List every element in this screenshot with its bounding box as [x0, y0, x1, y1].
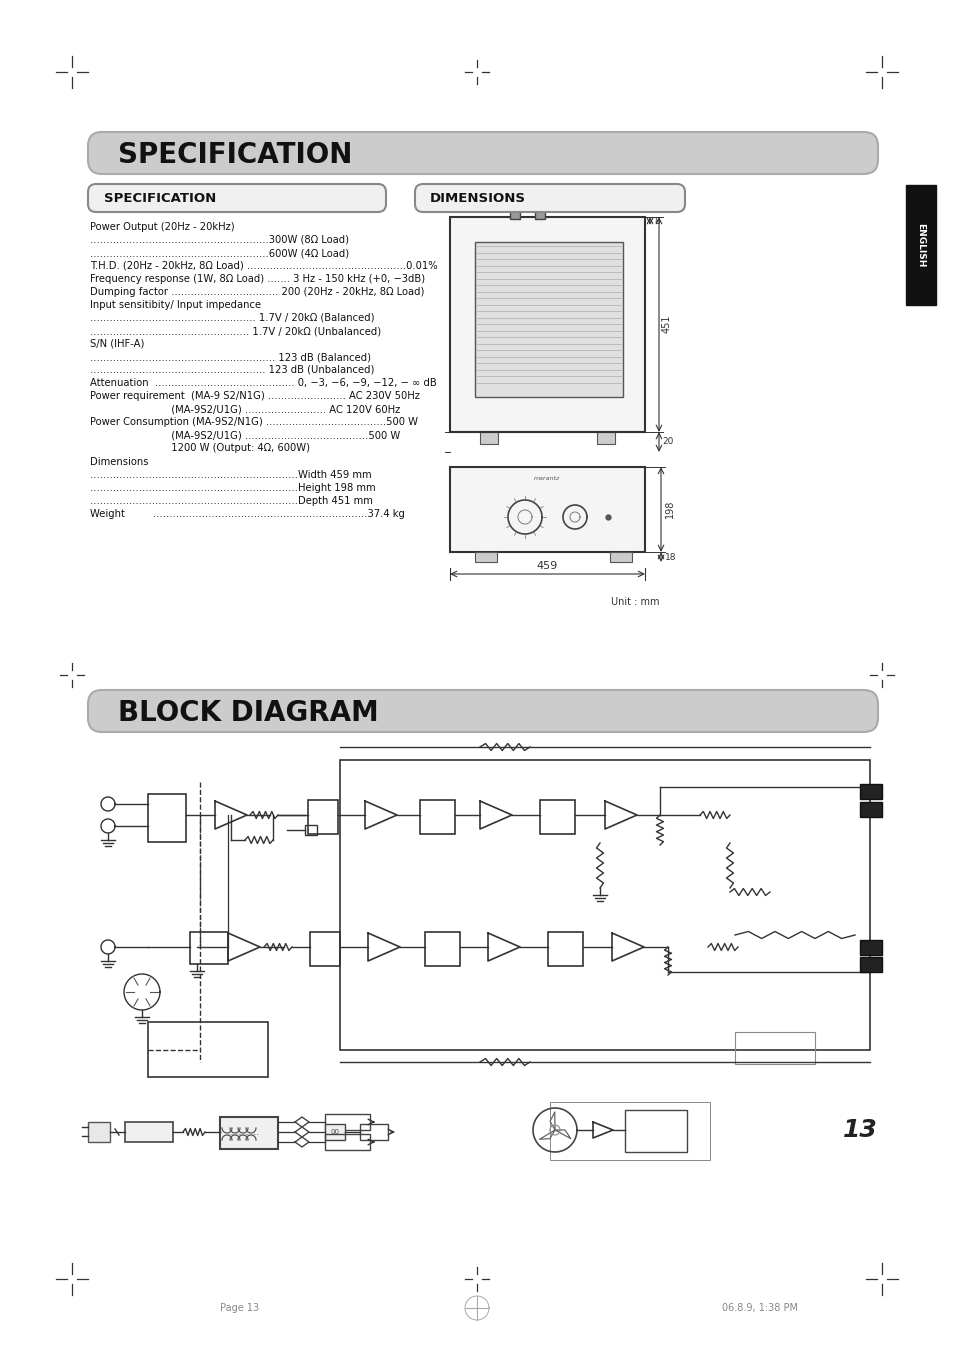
Bar: [310, 932, 339, 966]
Text: (MA-9S2/U1G) ......................... AC 120V 60Hz: (MA-9S2/U1G) ......................... A…: [90, 404, 400, 413]
Text: Power Output (20Hz - 20kHz): Power Output (20Hz - 20kHz): [90, 222, 234, 232]
Text: marantz: marantz: [534, 477, 559, 481]
Text: 459: 459: [536, 561, 558, 571]
Text: Power requirement  (MA-9 S2/N1G) ........................ AC 230V 50Hz: Power requirement (MA-9 S2/N1G) ........…: [90, 390, 419, 401]
Bar: [734, 1032, 814, 1065]
Bar: [424, 932, 459, 966]
FancyBboxPatch shape: [88, 690, 877, 732]
Text: .......................................................600W (4Ω Load): ........................................…: [90, 249, 349, 258]
Text: ................................................... 1.7V / 20kΩ (Balanced): ........................................…: [90, 313, 375, 323]
FancyBboxPatch shape: [88, 184, 386, 212]
Text: ...................................................... 123 dB (Unbalanced): ........................................…: [90, 365, 374, 376]
Text: Page 13: Page 13: [220, 1302, 259, 1313]
Bar: [597, 432, 615, 444]
Bar: [359, 1124, 388, 1140]
Text: 06.8.9, 1:38 PM: 06.8.9, 1:38 PM: [721, 1302, 797, 1313]
Bar: [859, 784, 882, 798]
Bar: [325, 1115, 370, 1129]
Text: ................................................. 1.7V / 20kΩ (Unbalanced): ........................................…: [90, 326, 381, 336]
Text: ................................................................Height 198 mm: ........................................…: [90, 484, 375, 493]
Text: 13: 13: [842, 1119, 877, 1142]
Text: ......................................................... 123 dB (Balanced): ........................................…: [90, 353, 371, 362]
Text: 8: 8: [654, 216, 659, 226]
Bar: [859, 957, 882, 971]
Text: 18: 18: [664, 553, 676, 562]
Text: .......................................................300W (8Ω Load): ........................................…: [90, 235, 349, 245]
Bar: [624, 1111, 686, 1152]
Bar: [419, 800, 455, 834]
Bar: [125, 1121, 172, 1142]
Text: ................................................................Width 459 mm: ........................................…: [90, 470, 372, 480]
Bar: [475, 553, 497, 562]
Bar: [550, 1102, 709, 1161]
Text: Dumping factor ................................. 200 (20Hz - 20kHz, 8Ω Load): Dumping factor .........................…: [90, 286, 424, 297]
Text: Attenuation  ........................................... 0, −3, −6, −9, −12, − ∞: Attenuation ............................…: [90, 378, 436, 388]
Bar: [609, 553, 631, 562]
Bar: [88, 1121, 110, 1142]
Bar: [325, 1133, 370, 1150]
Bar: [190, 932, 228, 965]
Bar: [479, 432, 497, 444]
Bar: [220, 1117, 277, 1148]
Text: Input sensitibity/ Input impedance: Input sensitibity/ Input impedance: [90, 300, 261, 309]
Bar: [535, 209, 544, 219]
Bar: [450, 467, 644, 553]
Bar: [547, 932, 582, 966]
Bar: [475, 242, 622, 397]
Text: DIMENSIONS: DIMENSIONS: [430, 192, 525, 204]
Bar: [148, 794, 186, 842]
Text: SPECIFICATION: SPECIFICATION: [104, 192, 216, 204]
Bar: [339, 761, 869, 1050]
Text: 00: 00: [330, 1129, 339, 1135]
Text: S/N (IHF-A): S/N (IHF-A): [90, 339, 144, 349]
Text: (MA-9S2/U1G) ......................................500 W: (MA-9S2/U1G) ...........................…: [90, 430, 400, 440]
Text: Frequency response (1W, 8Ω Load) ....... 3 Hz - 150 kHz (+0, −3dB): Frequency response (1W, 8Ω Load) .......…: [90, 274, 425, 284]
Bar: [859, 940, 882, 955]
Text: ENGLISH: ENGLISH: [916, 223, 924, 267]
Text: ................................................................Depth 451 mm: ........................................…: [90, 496, 373, 507]
Text: Dimensions: Dimensions: [90, 457, 149, 467]
Bar: [308, 800, 337, 834]
Text: 198: 198: [664, 500, 675, 519]
Text: BLOCK DIAGRAM: BLOCK DIAGRAM: [118, 698, 378, 727]
Text: 20: 20: [661, 438, 673, 446]
Text: Weight         .................................................................: Weight .................................…: [90, 509, 404, 519]
Bar: [148, 1021, 268, 1077]
Bar: [859, 802, 882, 817]
Bar: [510, 209, 519, 219]
Bar: [905, 185, 935, 305]
Text: 451: 451: [661, 315, 671, 334]
Text: Power Consumption (MA-9S2/N1G) .....................................500 W: Power Consumption (MA-9S2/N1G) .........…: [90, 417, 417, 427]
Text: SPECIFICATION: SPECIFICATION: [118, 141, 352, 169]
FancyBboxPatch shape: [88, 132, 877, 174]
Text: 1200 W (Output: 4Ω, 600W): 1200 W (Output: 4Ω, 600W): [90, 443, 310, 453]
Bar: [539, 800, 575, 834]
Bar: [325, 1124, 345, 1140]
Text: T.H.D. (20Hz - 20kHz, 8Ω Load) .................................................: T.H.D. (20Hz - 20kHz, 8Ω Load) .........…: [90, 261, 437, 272]
FancyBboxPatch shape: [415, 184, 684, 212]
Bar: [305, 825, 316, 835]
Text: Unit : mm: Unit : mm: [611, 597, 659, 607]
Bar: [450, 218, 644, 432]
